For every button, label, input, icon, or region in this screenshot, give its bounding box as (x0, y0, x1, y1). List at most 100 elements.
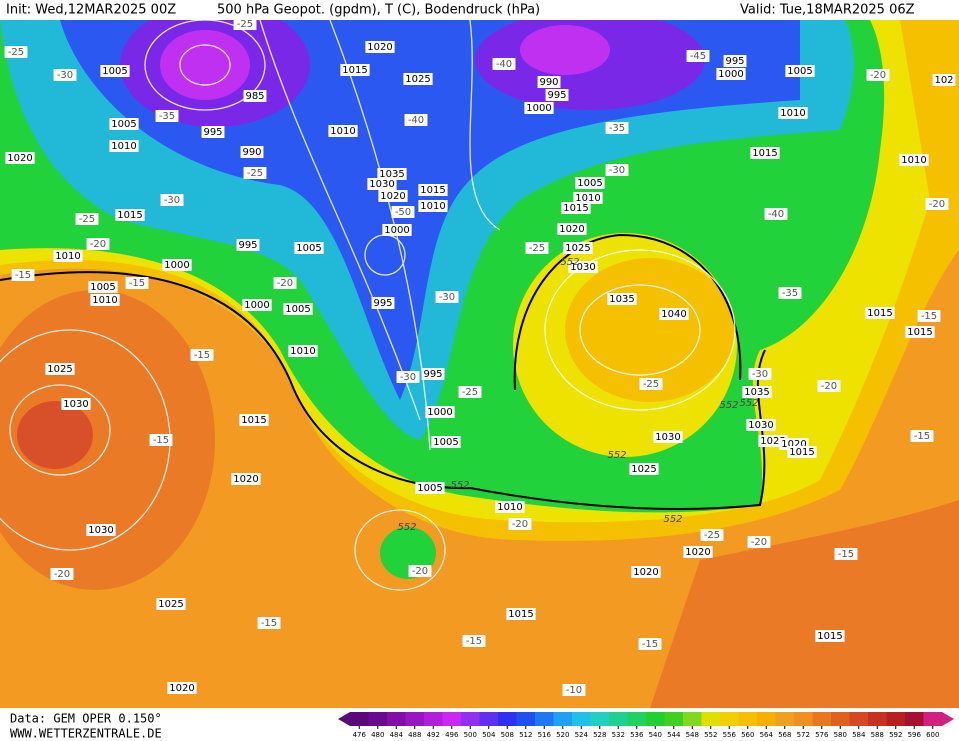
temperature-label-box (562, 684, 586, 696)
isobar-label-box (236, 239, 260, 251)
isobar-label-box (568, 261, 598, 273)
site-url: WWW.WETTERZENTRALE.DE (10, 727, 162, 741)
isobar-label-box (506, 608, 536, 620)
isobar-label: 1030 (655, 432, 680, 443)
temperature-label-box (866, 69, 890, 81)
isobar-label: 1000 (718, 69, 743, 80)
isobar-label: 1025 (760, 436, 785, 447)
isobar-label: 1010 (111, 141, 136, 152)
isobar-label-box (167, 682, 197, 694)
temperature-label: -25 (704, 530, 720, 541)
colorbar-tick-label: 524 (575, 731, 589, 739)
temperature-label: -30 (164, 195, 180, 206)
isobar-label-box (328, 125, 358, 137)
temperature-label: -20 (929, 199, 945, 210)
isobar-label: 1025 (158, 599, 183, 610)
temperature-label: -15 (194, 350, 210, 361)
isobar-label-box (418, 184, 448, 196)
isobar-label-box (778, 107, 808, 119)
isobar-label: 995 (423, 369, 442, 380)
colorbar-tick-label: 492 (427, 731, 440, 739)
temperature-label: -40 (408, 115, 424, 126)
isobar-label: 1010 (92, 295, 117, 306)
colorbar-arrow (338, 712, 350, 726)
isobar-label-box (239, 414, 269, 426)
height-label: 552 (719, 400, 738, 411)
isobar-label: 1030 (88, 525, 113, 536)
isobar-label: 1010 (420, 201, 445, 212)
isobar-label: 990 (242, 147, 261, 158)
isobar-label-box (115, 209, 145, 221)
temperature-label-box (435, 291, 459, 303)
isobar-label: 1005 (102, 66, 127, 77)
temperature-label: -10 (566, 685, 582, 696)
temperature-label: -25 (529, 243, 545, 254)
temperature-label-box (233, 18, 257, 30)
isobar-label-box (629, 463, 659, 475)
isobar-label-box (100, 65, 130, 77)
temperature-label-box (155, 110, 179, 122)
temperature-label-box (86, 238, 110, 250)
colorbar-tick-label: 480 (371, 731, 384, 739)
isobar-label-box (403, 73, 433, 85)
color-swatch (868, 712, 887, 726)
isobar-label: 1025 (405, 74, 430, 85)
height-label: 552 (560, 257, 579, 268)
temperature-label: -35 (782, 288, 798, 299)
isobar-label-box (746, 419, 776, 431)
isobar-label: 1010 (290, 346, 315, 357)
colorbar-tick-label: 580 (834, 731, 847, 739)
temperature-label: -25 (237, 19, 253, 30)
isobar-label: 1005 (111, 119, 136, 130)
isobar-label-box (86, 524, 116, 536)
colorbar-arrow (942, 712, 954, 726)
isobar-label-box (563, 242, 593, 254)
isobar-label-box (631, 566, 661, 578)
isobar-label: 1030 (748, 420, 773, 431)
temperature-label: -15 (153, 435, 169, 446)
isobar-label-box (294, 242, 324, 254)
color-swatch (627, 712, 646, 726)
height-label: 552 (397, 522, 416, 533)
isobar-label: 1015 (563, 203, 588, 214)
isobar-label-box (109, 140, 139, 152)
colorbar-tick-label: 556 (723, 731, 737, 739)
isobar-label-box (243, 90, 267, 102)
isobar-label-box (607, 293, 637, 305)
valid-time: Valid: Tue,18MAR2025 06Z (740, 3, 915, 18)
color-swatch (849, 712, 868, 726)
temperature-label: -15 (921, 311, 937, 322)
temperature-label: -20 (870, 70, 886, 81)
temperature-label-box (686, 50, 710, 62)
isobar-label-box (659, 308, 689, 320)
isobar-label-box (418, 200, 448, 212)
isobar-label-box (557, 223, 587, 235)
isobar-label: 995 (203, 127, 222, 138)
data-source: Data: GEM OPER 0.150° (10, 712, 162, 726)
isobar-label: 1020 (367, 42, 392, 53)
color-swatch (646, 712, 665, 726)
color-swatch (424, 712, 443, 726)
temperature-label: -20 (90, 239, 106, 250)
isobar-label-box (905, 326, 935, 338)
temperature-label: -15 (914, 431, 930, 442)
temperature-label-box (764, 208, 788, 220)
isobar-label: 995 (547, 90, 566, 101)
isobar-label-box (371, 297, 395, 309)
color-swatch (590, 712, 609, 726)
color-swatch (405, 712, 424, 726)
isobar-label: 995 (373, 298, 392, 309)
colorbar-tick-label: 540 (649, 731, 662, 739)
height-label: 552 (450, 480, 469, 491)
isobar-label-box (545, 89, 569, 101)
isobar-label: 1015 (420, 185, 445, 196)
isobar-label: 1035 (379, 169, 404, 180)
isobar-label: 1015 (117, 210, 142, 221)
isobar-label: 1005 (433, 437, 458, 448)
colorbar-tick-label: 488 (408, 731, 421, 739)
temperature-label-box (396, 371, 420, 383)
temperature-label-box (391, 206, 415, 218)
color-swatch (831, 712, 850, 726)
isobar-label-box (240, 146, 264, 158)
temperature-label-box (817, 380, 841, 392)
